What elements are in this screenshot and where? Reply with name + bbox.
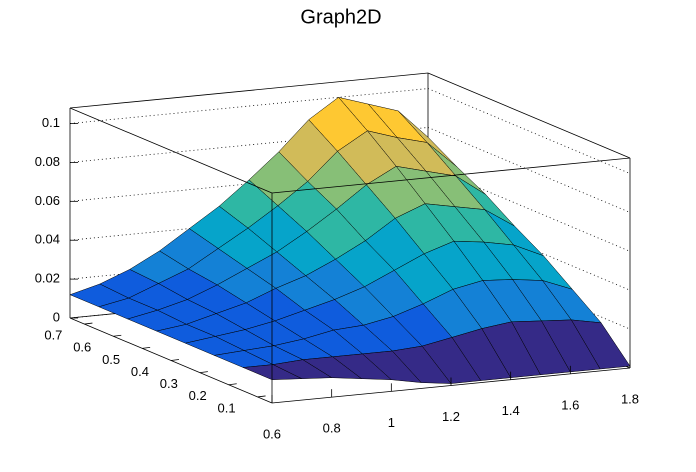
grid-line	[427, 127, 631, 213]
box-edge	[69, 72, 429, 109]
y-tick	[170, 359, 180, 361]
box-edge	[271, 157, 631, 194]
x-tick-label: 0.8	[323, 421, 341, 436]
chart-title: Graph2D	[300, 6, 381, 28]
z-tick-label: 0.08	[35, 154, 60, 169]
y-tick-label: 0.6	[73, 340, 91, 355]
x-tick-label: 1.8	[621, 391, 639, 406]
y-tick-label: 0.2	[189, 388, 207, 403]
y-tick	[257, 395, 266, 398]
z-tick-label: 0	[53, 309, 60, 324]
z-tick-label: 0.1	[42, 115, 60, 130]
y-tick	[142, 346, 151, 349]
x-tick-label: 1	[388, 415, 395, 430]
box-edge	[427, 72, 631, 159]
y-tick-label: 0.3	[160, 376, 178, 391]
x-tick-label: 1.6	[561, 397, 579, 412]
x-tick-label: 1.2	[442, 409, 460, 424]
y-tick-label: 0.5	[102, 352, 120, 367]
y-tick	[113, 334, 122, 337]
y-tick	[199, 371, 208, 374]
x-tick-label: 1.4	[502, 403, 520, 418]
surface-cell	[243, 364, 302, 380]
grid-line	[427, 88, 631, 174]
y-tick-label: 0.7	[44, 328, 62, 343]
y-tick-label: 0.4	[131, 364, 149, 379]
z-tick-label: 0.04	[35, 232, 60, 247]
box-edge	[69, 107, 273, 194]
y-tick	[228, 383, 237, 386]
y-tick	[84, 322, 93, 325]
x-tick-label: 0.6	[263, 426, 281, 441]
z-tick-label: 0.02	[35, 271, 60, 286]
z-tick-label: 0.06	[35, 193, 60, 208]
y-tick-label: 0.1	[217, 400, 235, 415]
